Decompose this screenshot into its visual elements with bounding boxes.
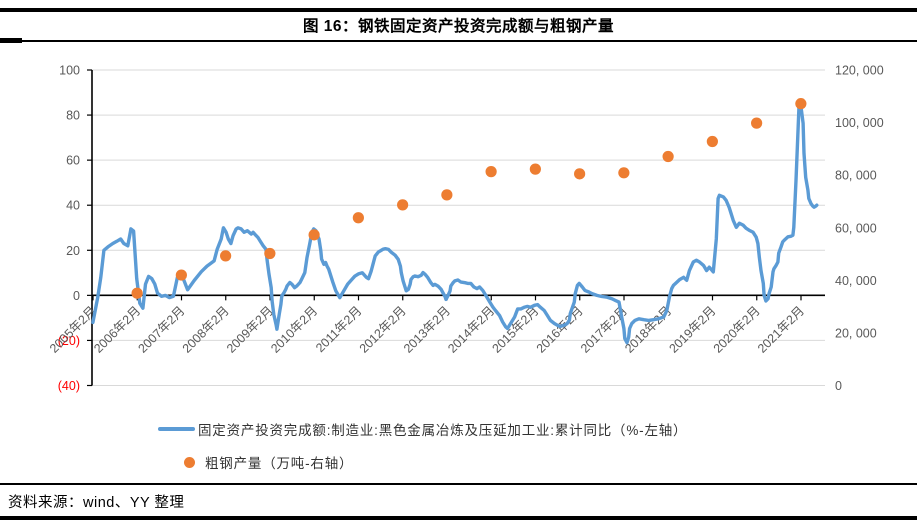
legend-label-crude-steel: 粗钢产量（万吨-右轴） [205, 456, 354, 471]
bottom-border-rule [0, 516, 917, 520]
x-axis-tick-label: 2013年2月 [401, 304, 453, 356]
y-right-tick-label: 100, 000 [835, 116, 884, 130]
crude-steel-scatter-point [618, 167, 630, 179]
crude-steel-scatter-point [397, 199, 409, 211]
crude-steel-scatter-point [795, 98, 807, 110]
y-left-tick-label: 60 [66, 154, 80, 168]
legend-item-investment: 固定资产投资完成额:制造业:黑色金属冶炼及压延加工业:累计同比（%-左轴） [158, 419, 878, 439]
y-right-tick-label: 20, 000 [835, 326, 877, 340]
y-right-tick-label: 120, 000 [835, 64, 884, 78]
y-right-tick-label: 60, 000 [835, 221, 877, 235]
y-right-tick-label: 40, 000 [835, 274, 877, 288]
title-divider-rule [0, 40, 917, 42]
title-divider-accent [0, 38, 22, 43]
crude-steel-scatter-point [706, 135, 718, 148]
x-axis-tick-label: 2009年2月 [224, 304, 276, 356]
y-left-tick-label: 100 [59, 64, 80, 78]
crude-steel-scatter-point [220, 250, 232, 262]
figure-title: 图 16：钢铁固定资产投资完成额与粗钢产量 [302, 18, 615, 35]
dual-axis-line-chart: 100 80 60 40 20 0 (20) (40) 120, 000 100, 000 80, … [47, 64, 884, 394]
source-note: 资料来源：wind、YY 整理 [8, 495, 185, 511]
legend-item-crude-steel: 粗钢产量（万吨-右轴） [158, 452, 878, 472]
y-right-tick-label: 80, 000 [835, 169, 877, 183]
y-left-tick-label: 80 [66, 109, 80, 123]
y-left-tick-label: (40) [58, 379, 80, 393]
crude-steel-scatter-point [574, 168, 586, 180]
crude-steel-scatter-point [441, 189, 453, 201]
crude-steel-scatter-point [529, 163, 541, 175]
x-axis-tick-label: 2020年2月 [711, 304, 763, 356]
chart-legend: 固定资产投资完成额:制造业:黑色金属冶炼及压延加工业:累计同比（%-左轴） 粗钢… [158, 419, 878, 485]
investment-line-series [91, 102, 819, 345]
y-left-tick-label: 40 [66, 199, 80, 213]
top-border-rule [0, 8, 917, 12]
crude-steel-scatter-point [264, 247, 276, 260]
x-axis-tick-label: 2007年2月 [135, 304, 187, 356]
crude-steel-scatter-point [352, 212, 364, 224]
crude-steel-scatter-point [308, 229, 320, 241]
crude-steel-scatter-point [485, 166, 497, 178]
y-left-tick-label: 20 [66, 244, 80, 258]
x-axis-tick-label: 2008年2月 [180, 304, 232, 356]
source-divider-rule [0, 483, 917, 485]
y-right-tick-label: 0 [835, 379, 842, 393]
legend-label-investment: 固定资产投资完成额:制造业:黑色金属冶炼及压延加工业:累计同比（%-左轴） [198, 423, 688, 438]
crude-steel-scatter-point [662, 150, 674, 163]
crude-steel-scatter-point [131, 287, 143, 299]
x-axis-tick-label: 2012年2月 [357, 304, 409, 356]
x-axis-tick-label: 2019年2月 [666, 304, 718, 356]
line-series-swatch-icon [158, 426, 195, 432]
scatter-series-swatch-icon [184, 456, 195, 468]
y-left-tick-label: 0 [73, 289, 80, 303]
x-axis-tick-label: 2014年2月 [445, 304, 497, 356]
x-axis-tick-label: 2016年2月 [534, 304, 586, 356]
chart-area: 100 80 60 40 20 0 (20) (40) 120, 000 100, 000 80, … [0, 55, 917, 405]
x-axis-tick-label: 2021年2月 [755, 304, 807, 356]
crude-steel-scatter-point [751, 117, 763, 129]
y-left-tick-label: (20) [58, 334, 80, 348]
x-axis-tick-label: 2006年2月 [91, 304, 143, 356]
crude-steel-scatter-point [175, 269, 187, 281]
